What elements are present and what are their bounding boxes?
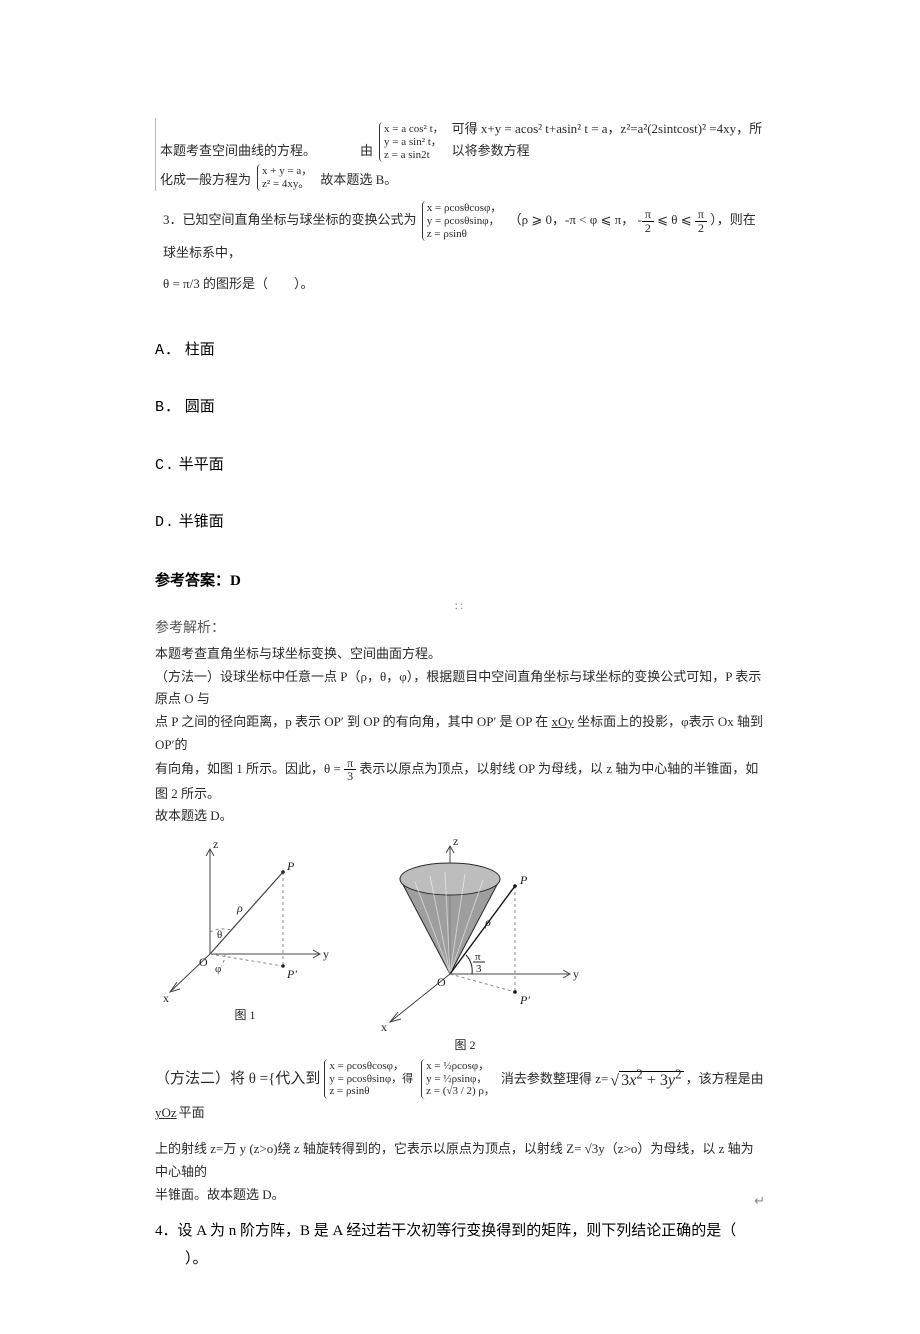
svg-text:x: x bbox=[381, 1020, 387, 1034]
m2-mid3: 平面 bbox=[179, 1101, 205, 1124]
option-c[interactable]: C. 半平面 bbox=[155, 454, 765, 478]
prev-solution-block: 本题考查空间曲线的方程。 由 x = a cos² t， y = a sin² … bbox=[155, 118, 765, 191]
svg-text:ρ: ρ bbox=[484, 915, 491, 929]
prev-sol-text-1: 本题考查空间曲线的方程。 bbox=[160, 140, 316, 162]
svg-text:P: P bbox=[519, 873, 528, 887]
axis-label-z: z bbox=[213, 837, 218, 851]
question-4-stem: 4．设 A 为 n 阶方阵，B 是 A 经过若干次初等行变换得到的矩阵，则下列结… bbox=[155, 1217, 765, 1274]
svg-text:y: y bbox=[573, 967, 579, 981]
analysis-heading: 参考解析： bbox=[155, 617, 765, 637]
axis-label-y: y bbox=[323, 947, 329, 961]
m1-line5: 故本题选 D。 bbox=[155, 805, 765, 828]
m2-brace-1: x = ρcosθcosφ， y = ρcosθsinφ，得 z = ρsinθ bbox=[324, 1059, 415, 1099]
label-phi: φ bbox=[215, 963, 221, 975]
label-pprime: P′ bbox=[286, 967, 297, 981]
svg-text:3: 3 bbox=[476, 963, 482, 975]
analysis-method-2: （方法二）将 θ ={代入到 x = ρcosθcosφ， y = ρcosθs… bbox=[155, 1059, 765, 1206]
m1-line3: 点 P 之间的径向距离，p 表示 OP′ 到 OP 的有向角，其中 OP′ 是 … bbox=[155, 711, 765, 757]
answer-heading: 参考答案：D bbox=[155, 569, 765, 590]
origin-label: O bbox=[199, 955, 208, 969]
figure-2-caption: 图 2 bbox=[345, 1036, 585, 1053]
prev-sol-text-3: 化成一般方程为 bbox=[160, 169, 251, 191]
m1-line4: 有向角，如图 1 所示。因此，θ = π3 表示以原点为顶点，以射线 OP 为母… bbox=[155, 757, 765, 806]
label-p: P bbox=[286, 859, 295, 873]
q3-prefix: 3．已知空间直角坐标与球坐标的变换公式为 bbox=[163, 212, 417, 227]
analysis-method-1: 本题考查直角坐标与球坐标变换、空间曲面方程。 （方法一）设球坐标中任意一点 P（… bbox=[155, 643, 765, 828]
label-rho: ρ bbox=[236, 901, 243, 915]
option-a[interactable]: A． 柱面 bbox=[155, 339, 765, 363]
figure-1: z y x O P P′ ρ θ φ 图 1 bbox=[155, 834, 335, 1053]
link-xoy: xOy bbox=[551, 714, 573, 729]
m2-mid1: 消去参数整理得 z= bbox=[501, 1067, 608, 1090]
m2-line3: 半锥面。故本题选 D。 bbox=[155, 1183, 765, 1206]
figures-row: z y x O P P′ ρ θ φ 图 1 bbox=[155, 834, 765, 1053]
label-theta: θ bbox=[217, 929, 222, 941]
paragraph-mark-icon: ↵ bbox=[754, 1189, 765, 1212]
q3-cond-1: （ρ ⩾ 0，-π < φ ⩽ π， bbox=[509, 212, 635, 227]
q3-transform-brace: x = ρcosθcosφ， y = ρcosθsinφ， z = ρsinθ bbox=[422, 201, 504, 241]
svg-text:P′: P′ bbox=[519, 993, 530, 1007]
prev-sol-text-4: 故本题选 B。 bbox=[320, 169, 397, 191]
option-list: A． 柱面 B． 圆面 C. 半平面 D. 半锥面 bbox=[155, 339, 765, 535]
figure-2: z y x O P P′ ρ π 3 图 2 bbox=[345, 834, 585, 1053]
m2-brace-2: x = ½ρcosφ， y = ½ρsinφ， z = (√3 / 2) ρ， bbox=[421, 1059, 497, 1099]
m2-prefix: （方法二）将 θ ={代入到 bbox=[155, 1066, 320, 1093]
m1-line2: （方法一）设球坐标中任意一点 P（ρ，θ，φ），根据题目中空间直角坐标与球坐标的… bbox=[155, 666, 765, 712]
svg-text:z: z bbox=[453, 834, 458, 848]
m2-line2: 上的射线 z=万 y (z>o)绕 z 轴旋转得到的，它表示以原点为顶点，以射线… bbox=[155, 1137, 765, 1184]
option-d[interactable]: D. 半锥面 bbox=[155, 511, 765, 535]
prev-sol-text-2: 可得 x+y = acos² t+asin² t = a，z²=a²(2sint… bbox=[452, 118, 765, 162]
q4-line1: 4．设 A 为 n 阶方阵，B 是 A 经过若干次初等行变换得到的矩阵，则下列结… bbox=[155, 1217, 765, 1246]
param-eq-brace-1: x = a cos² t， y = a sin² t， z = a sin2t bbox=[379, 122, 446, 162]
q3-theta-line: θ = π/3 的图形是（ ）。 bbox=[163, 272, 765, 297]
decorative-dots: :: bbox=[155, 598, 765, 613]
page: 本题考查空间曲线的方程。 由 x = a cos² t， y = a sin² … bbox=[0, 0, 920, 1334]
param-eq-brace-2: x + y = a， z² = 4xy。 bbox=[257, 164, 314, 191]
q4-line2: ）。 bbox=[155, 1245, 765, 1274]
figure-1-caption: 图 1 bbox=[155, 1006, 335, 1023]
m2-mid2: ，该方程是由 bbox=[686, 1067, 764, 1090]
option-b[interactable]: B． 圆面 bbox=[155, 396, 765, 420]
axis-label-x: x bbox=[163, 991, 169, 1004]
q3-cond-mid: ⩽ θ ⩽ bbox=[657, 212, 695, 227]
svg-text:O: O bbox=[437, 975, 446, 989]
link-yoz: yOz bbox=[155, 1101, 177, 1124]
question-3-stem: 3．已知空间直角坐标与球坐标的变换公式为 x = ρcosθcosφ， y = … bbox=[155, 201, 765, 296]
m1-line1: 本题考查直角坐标与球坐标变换、空间曲面方程。 bbox=[155, 643, 765, 666]
svg-text:π: π bbox=[475, 951, 481, 963]
